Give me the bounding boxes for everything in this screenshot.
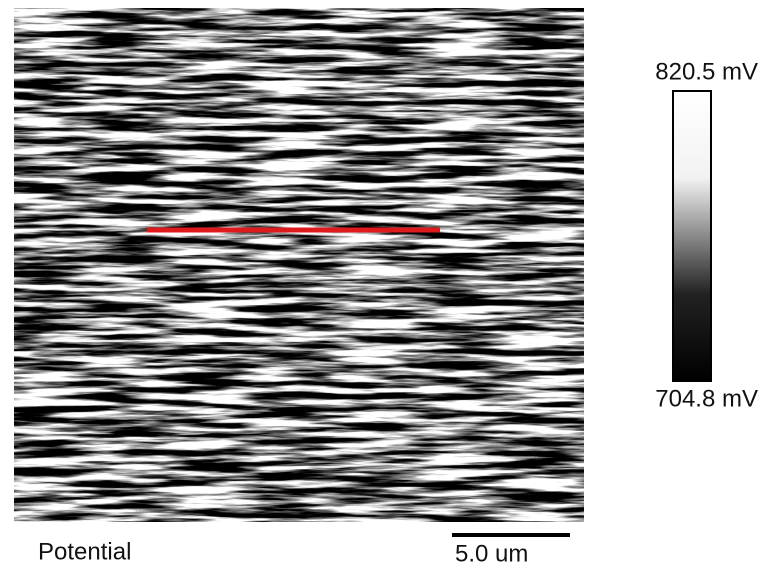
colorbar-min-label: 704.8 mV [655,385,758,412]
potential-map [14,8,584,522]
image-label: Potential [38,538,131,565]
colorbar-max-label: 820.5 mV [655,58,758,85]
scale-bar-label: 5.0 um [455,540,528,567]
colorbar [672,90,712,382]
